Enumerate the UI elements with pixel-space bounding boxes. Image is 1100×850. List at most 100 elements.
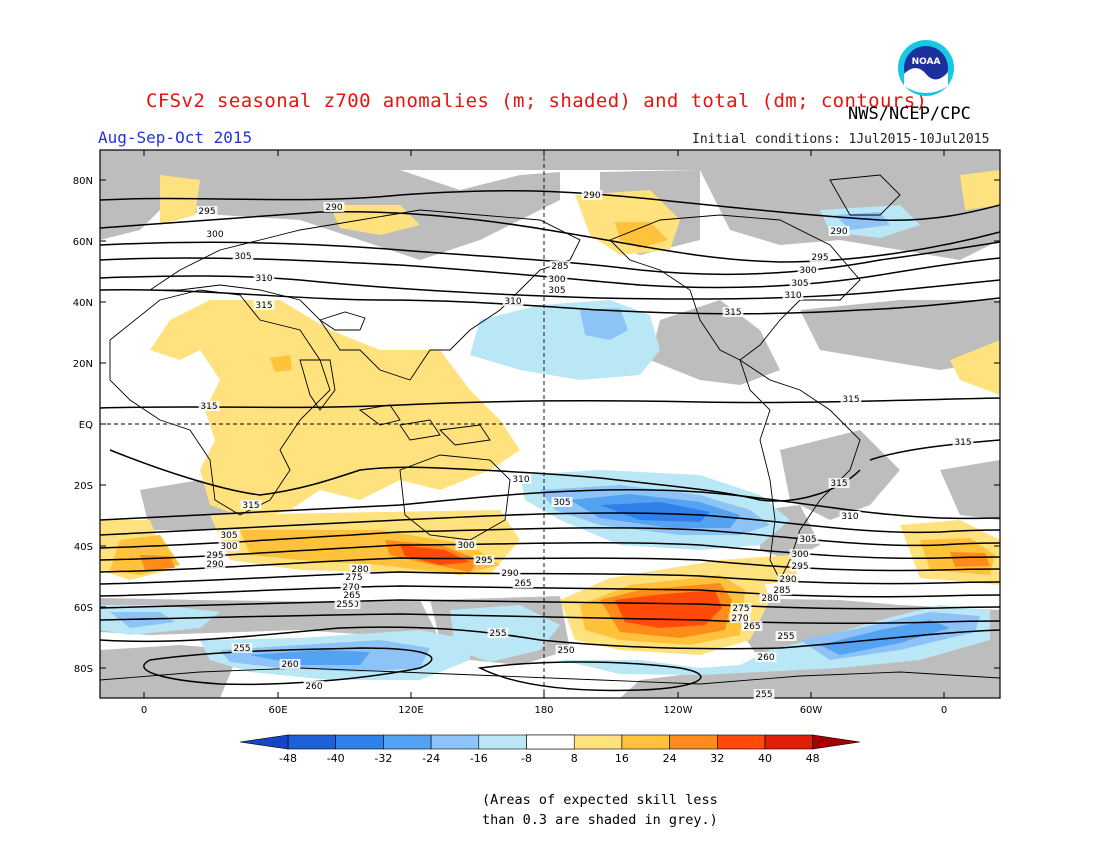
contour-label-bg — [499, 568, 521, 578]
contour-label-bg — [204, 229, 226, 239]
agency-label: NWS/NCEP/CPC — [848, 104, 971, 124]
contour-label: 305 — [548, 286, 565, 296]
contour-label-bg — [455, 540, 477, 550]
contour-label-bg — [741, 621, 763, 631]
contour-label: 280 — [351, 565, 368, 575]
contour-label-bg — [349, 564, 371, 574]
contour-label: 315 — [200, 402, 217, 412]
colorbar-box — [573, 734, 623, 750]
contour-label: 310 — [504, 297, 521, 307]
contour-label: 305 — [553, 498, 570, 508]
colorbar-label: -32 — [374, 752, 392, 765]
contour-label-bg — [551, 497, 573, 507]
colorbar-box — [335, 734, 384, 750]
contour-label-bg — [253, 273, 275, 283]
colorbar-box — [478, 734, 527, 750]
contour-label-bg — [722, 307, 744, 317]
contour-label-bg — [204, 550, 226, 560]
contour-label: 315 — [954, 438, 971, 448]
contour-label: 300 — [548, 275, 565, 285]
contour-label-bg — [253, 300, 275, 310]
contour-label: 290 — [206, 560, 223, 570]
contour-label-bg — [789, 278, 811, 288]
contour-label-bg — [840, 394, 862, 404]
contour-label: 300 — [791, 550, 808, 560]
contour-label-bg — [240, 500, 262, 510]
lat-label: 80N — [73, 176, 93, 187]
contour-label: 250 — [557, 646, 574, 656]
contour-label: 310 — [255, 274, 272, 284]
contour-label: 305 — [220, 531, 237, 541]
contour-label-bg — [340, 582, 362, 592]
contour-label: 295 — [811, 253, 828, 263]
contour-label: 300 — [206, 230, 223, 240]
lat-label: 40S — [74, 542, 93, 553]
skill-note-line1: (Areas of expected skill less — [482, 792, 718, 808]
contour-label-bg — [828, 478, 850, 488]
contour-label-bg — [231, 643, 253, 653]
contour-label: 295 — [791, 562, 808, 572]
colorbar-box — [621, 734, 670, 750]
contour-label-bg — [782, 290, 804, 300]
contour-label-bg — [323, 202, 345, 212]
lon-label: 60E — [268, 705, 287, 716]
colorbar-box — [287, 734, 337, 750]
contour-label-bg — [730, 603, 752, 613]
contour-label-bg — [789, 549, 811, 559]
contour-label: 290 — [501, 569, 518, 579]
contour-label: 275 — [732, 604, 749, 614]
colorbar-box-neutral — [526, 734, 575, 750]
contour-label: 305 — [799, 535, 816, 545]
contour-label-bg — [510, 474, 532, 484]
lon-label: 120E — [398, 705, 423, 716]
contour-label: 295 — [198, 207, 215, 217]
contour-label-bg — [809, 252, 831, 262]
contour-label: 290 — [830, 227, 847, 237]
contour-label: 260 — [757, 653, 774, 663]
contour-label-bg — [334, 599, 356, 609]
contour-label: 290 — [583, 191, 600, 201]
contour-label-bg — [952, 437, 974, 447]
lon-label: 0 — [941, 705, 947, 716]
contour-label: 310 — [512, 475, 529, 485]
contour-label: 300 — [220, 542, 237, 552]
contour-label-bg — [546, 285, 568, 295]
height-contours — [100, 189, 1000, 692]
contour-label-bg — [777, 574, 799, 584]
colorbar-label: 32 — [710, 752, 724, 765]
colorbar-box — [430, 734, 480, 750]
contour-label: 315 — [724, 308, 741, 318]
contour-label: 300 — [799, 266, 816, 276]
contour-labels: 295 2903003053103152902853003053102902953… — [196, 190, 974, 700]
contour-label-bg — [473, 555, 495, 565]
contour-label: 315 — [242, 501, 259, 511]
contour-label-bg — [196, 206, 218, 216]
lon-label: 120W — [664, 705, 693, 716]
contour-label: 295 — [475, 556, 492, 566]
contour-label-bg — [204, 559, 226, 569]
contour-label: 290 — [779, 575, 796, 585]
contour-label: 270 — [342, 583, 359, 593]
contour-label: 305 — [234, 252, 251, 262]
map-panel — [100, 150, 1000, 698]
colorbar-label: -48 — [279, 752, 297, 765]
contour-label: 295 — [206, 551, 223, 561]
contour-label: 255 — [489, 629, 506, 639]
contour-label: 255 — [336, 600, 353, 610]
forecast-period: Aug-Sep-Oct 2015 — [98, 128, 253, 147]
contour-label-bg — [828, 226, 850, 236]
colorbar-box — [669, 734, 718, 750]
lon-label: 60W — [800, 705, 823, 716]
contour-label-bg — [341, 590, 363, 600]
colorbar-label: -24 — [422, 752, 440, 765]
lat-label: 60N — [73, 237, 93, 248]
lat-label: 20S — [74, 481, 93, 492]
colorbar-box — [383, 734, 432, 750]
colorbar-label: -8 — [521, 752, 532, 765]
contour-label-bg — [775, 631, 797, 641]
contour-label: 255 — [755, 690, 772, 700]
contour-label: 275 — [345, 573, 362, 583]
contour-label: 255 — [777, 632, 794, 642]
colorbar-label: -16 — [470, 752, 488, 765]
